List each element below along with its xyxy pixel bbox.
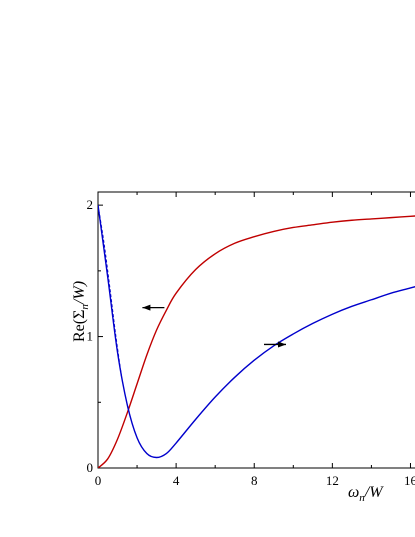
x-tick-label: 8 [251, 473, 258, 488]
x-tick-label: 0 [95, 473, 102, 488]
series-layer [98, 205, 415, 468]
x-label-tail: /W [364, 484, 384, 501]
y-tick-label: 1 [87, 329, 94, 344]
annotations-layer [142, 304, 286, 348]
x-axis-label: ωn/W [348, 484, 384, 504]
series-line-1 [98, 205, 415, 459]
plot-frame [97, 191, 415, 469]
x-label-sub: n [359, 492, 365, 504]
x-tick-label: 12 [326, 473, 339, 488]
arrow-annotation-left [142, 304, 165, 311]
y-axis-label: Re(Σn/W) [71, 281, 91, 342]
arrow-annotation-right [264, 341, 286, 348]
x-label-base: ω [348, 484, 359, 501]
y-label-tail: /W) [71, 281, 88, 305]
series-line-2 [98, 205, 122, 377]
y-label-sub: n [79, 304, 91, 310]
x-tick-label: 4 [173, 473, 180, 488]
axis-labels: ωn/W Re(Σn/W) [71, 281, 384, 504]
x-tick-label: 16 [404, 473, 415, 488]
y-label-head: Re(Σ [71, 310, 88, 342]
series-line-0 [98, 215, 415, 468]
y-tick-label: 2 [87, 197, 94, 212]
y-tick-label: 0 [87, 460, 94, 475]
